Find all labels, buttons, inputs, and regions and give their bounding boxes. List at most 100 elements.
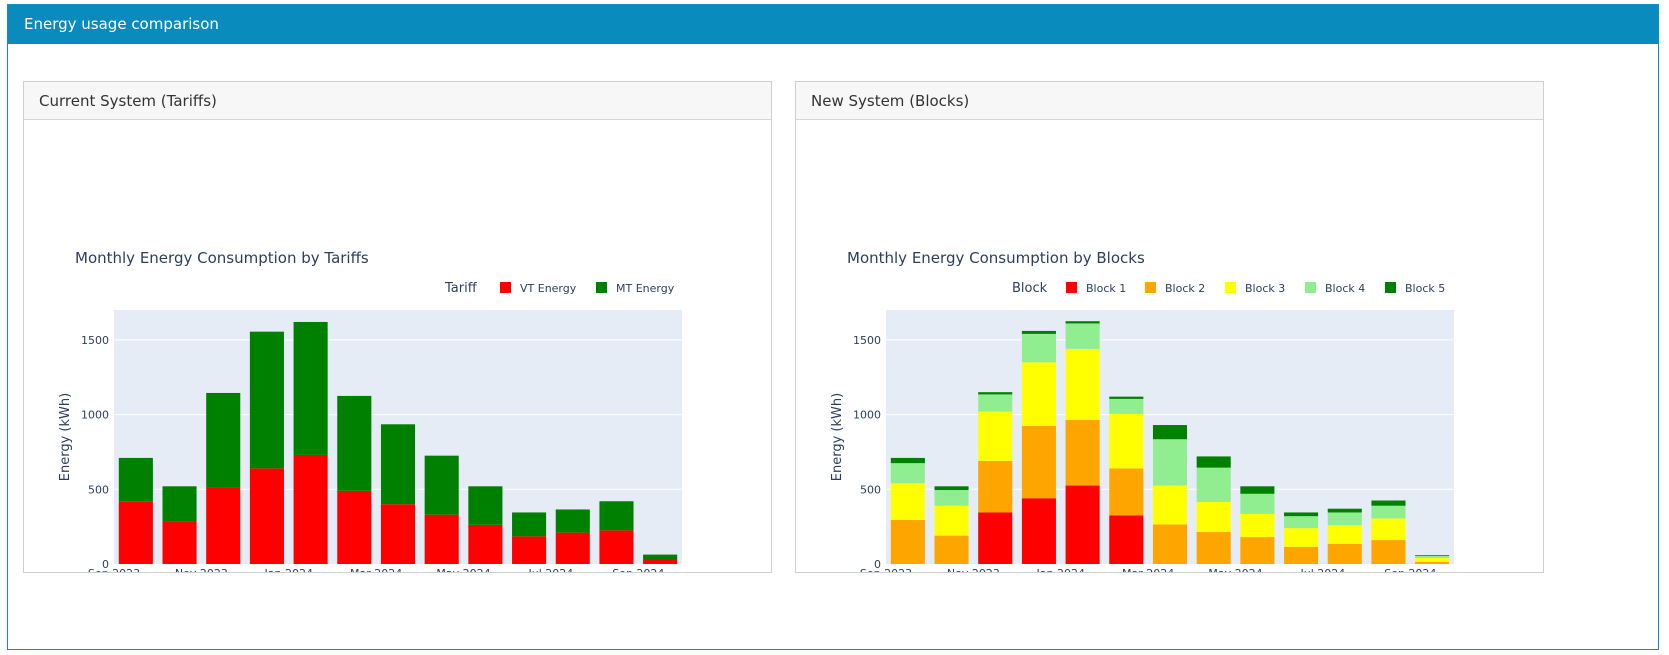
bar-segment: [978, 411, 1013, 461]
bar-segment: [1327, 525, 1362, 544]
bar-segment: [1196, 456, 1231, 468]
legend-label: Block 2: [1165, 282, 1205, 295]
bar-segment: [1065, 485, 1100, 564]
card-title-new: New System (Blocks): [796, 82, 1543, 120]
legend-swatch: [1225, 282, 1236, 293]
bar-segment: [1065, 419, 1100, 486]
bar-segment: [337, 395, 372, 491]
bar-segment: [249, 468, 284, 564]
bar-segment: [890, 519, 925, 564]
bar-segment: [599, 530, 634, 564]
y-tick-label: 500: [88, 483, 109, 496]
legend-title: Tariff: [444, 281, 478, 296]
x-tick-label: Jul 2024: [528, 567, 574, 572]
bar-segment: [890, 457, 925, 464]
bar-segment: [1284, 546, 1319, 564]
bar-segment: [934, 505, 969, 536]
bar-segment: [249, 331, 284, 469]
bar-segment: [1152, 485, 1188, 525]
legend-swatch: [1385, 282, 1396, 293]
bar-segment: [978, 460, 1013, 513]
bar-segment: [978, 394, 1013, 412]
bar-segment: [1152, 524, 1188, 564]
y-axis-label: Energy (kWh): [830, 393, 845, 481]
legend-label: VT Energy: [520, 282, 577, 295]
bar-segment: [1371, 500, 1406, 506]
bar-segment: [1415, 561, 1450, 564]
bar-segment: [1327, 508, 1362, 513]
bar-segment: [380, 424, 416, 505]
bar-segment: [1240, 513, 1275, 538]
legend-title: Block: [1012, 281, 1048, 296]
bar-segment: [468, 524, 503, 564]
x-tick-label: Jan 2024: [1036, 567, 1085, 572]
x-tick-label: May 2024: [436, 567, 490, 572]
legend-swatch: [500, 282, 511, 293]
bar-segment: [555, 532, 590, 564]
chart-title: Monthly Energy Consumption by Tariffs: [75, 249, 369, 267]
bar-segment: [118, 501, 153, 564]
bar-segment: [1240, 493, 1275, 514]
bar-segment: [1065, 323, 1100, 349]
bar-segment: [512, 536, 547, 564]
bar-segment: [1284, 516, 1319, 529]
bar-segment: [934, 486, 969, 491]
bar-segment: [1415, 555, 1450, 556]
x-tick-label: Sep 2024: [1384, 567, 1436, 572]
bar-segment: [1240, 486, 1275, 494]
bar-segment: [1109, 396, 1144, 399]
bar-segment: [293, 321, 328, 455]
bar-segment: [599, 501, 634, 531]
bar-segment: [1152, 439, 1188, 486]
y-tick-label: 0: [102, 558, 109, 571]
legend-label: Block 3: [1245, 282, 1285, 295]
bar-segment: [890, 483, 925, 520]
bar-segment: [424, 455, 459, 515]
bar-segment: [1065, 321, 1100, 324]
legend-label: Block 4: [1325, 282, 1365, 295]
bar-segment: [978, 512, 1013, 564]
bar-segment: [1371, 505, 1406, 519]
x-tick-label: Sep 2023: [860, 567, 912, 572]
bar-segment: [1240, 537, 1275, 564]
bar-segment: [1021, 362, 1056, 426]
card-title-current: Current System (Tariffs): [24, 82, 771, 120]
bar-segment: [934, 535, 969, 564]
bar-segment: [643, 554, 678, 560]
bar-segment: [206, 392, 241, 488]
x-tick-label: May 2024: [1208, 567, 1262, 572]
bar-segment: [1109, 468, 1144, 516]
bar-segment: [555, 509, 590, 533]
bar-segment: [118, 457, 153, 502]
bar-segment: [337, 490, 372, 564]
bar-segment: [1327, 512, 1362, 526]
legend-label: MT Energy: [616, 282, 675, 295]
y-tick-label: 0: [874, 558, 881, 571]
bar-segment: [1196, 467, 1231, 502]
bar-segment: [1065, 348, 1100, 420]
chart-title: Monthly Energy Consumption by Blocks: [847, 249, 1145, 267]
y-axis-label: Energy (kWh): [58, 393, 73, 481]
panel-title: Energy usage comparison: [8, 5, 1658, 44]
bar-segment: [1021, 425, 1056, 499]
x-tick-label: Nov 2023: [947, 567, 1000, 572]
legend-swatch: [1066, 282, 1077, 293]
bar-segment: [1284, 512, 1319, 517]
bar-segment: [1371, 518, 1406, 541]
y-tick-label: 1000: [81, 409, 109, 422]
x-tick-label: Sep 2023: [88, 567, 140, 572]
bar-segment: [1152, 425, 1188, 440]
bar-segment: [1371, 540, 1406, 564]
bar-segment: [934, 490, 969, 506]
card-current-system: Current System (Tariffs) Monthly Energy …: [23, 81, 772, 573]
bar-segment: [1109, 398, 1144, 414]
bar-segment: [1021, 333, 1056, 363]
tariffs-chart: Monthly Energy Consumption by Tariffs Tar…: [58, 249, 682, 572]
blocks-chart: Monthly Energy Consumption by Blocks Bloc…: [830, 249, 1454, 572]
card-new-system: New System (Blocks) Monthly Energy Consu…: [795, 81, 1544, 573]
y-tick-label: 500: [860, 483, 881, 496]
bar-segment: [206, 487, 241, 564]
legend-swatch: [1305, 282, 1316, 293]
bar-segment: [1415, 555, 1450, 559]
legend-swatch: [596, 282, 607, 293]
